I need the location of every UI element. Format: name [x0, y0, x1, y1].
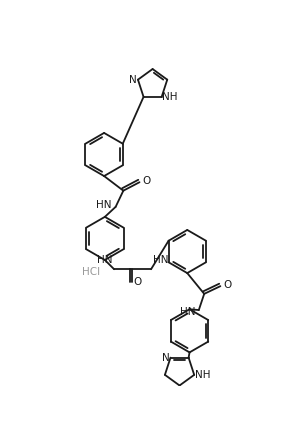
Text: N: N: [162, 353, 170, 363]
Text: O: O: [143, 176, 151, 186]
Text: HCl: HCl: [82, 267, 100, 277]
Text: NH: NH: [162, 92, 178, 102]
Text: O: O: [133, 277, 142, 287]
Text: NH: NH: [195, 370, 210, 380]
Text: O: O: [223, 279, 232, 289]
Text: HN: HN: [96, 201, 112, 210]
Text: HN: HN: [180, 306, 196, 316]
Text: N: N: [129, 75, 137, 85]
Text: HN: HN: [152, 255, 168, 265]
Text: HN: HN: [97, 255, 113, 265]
